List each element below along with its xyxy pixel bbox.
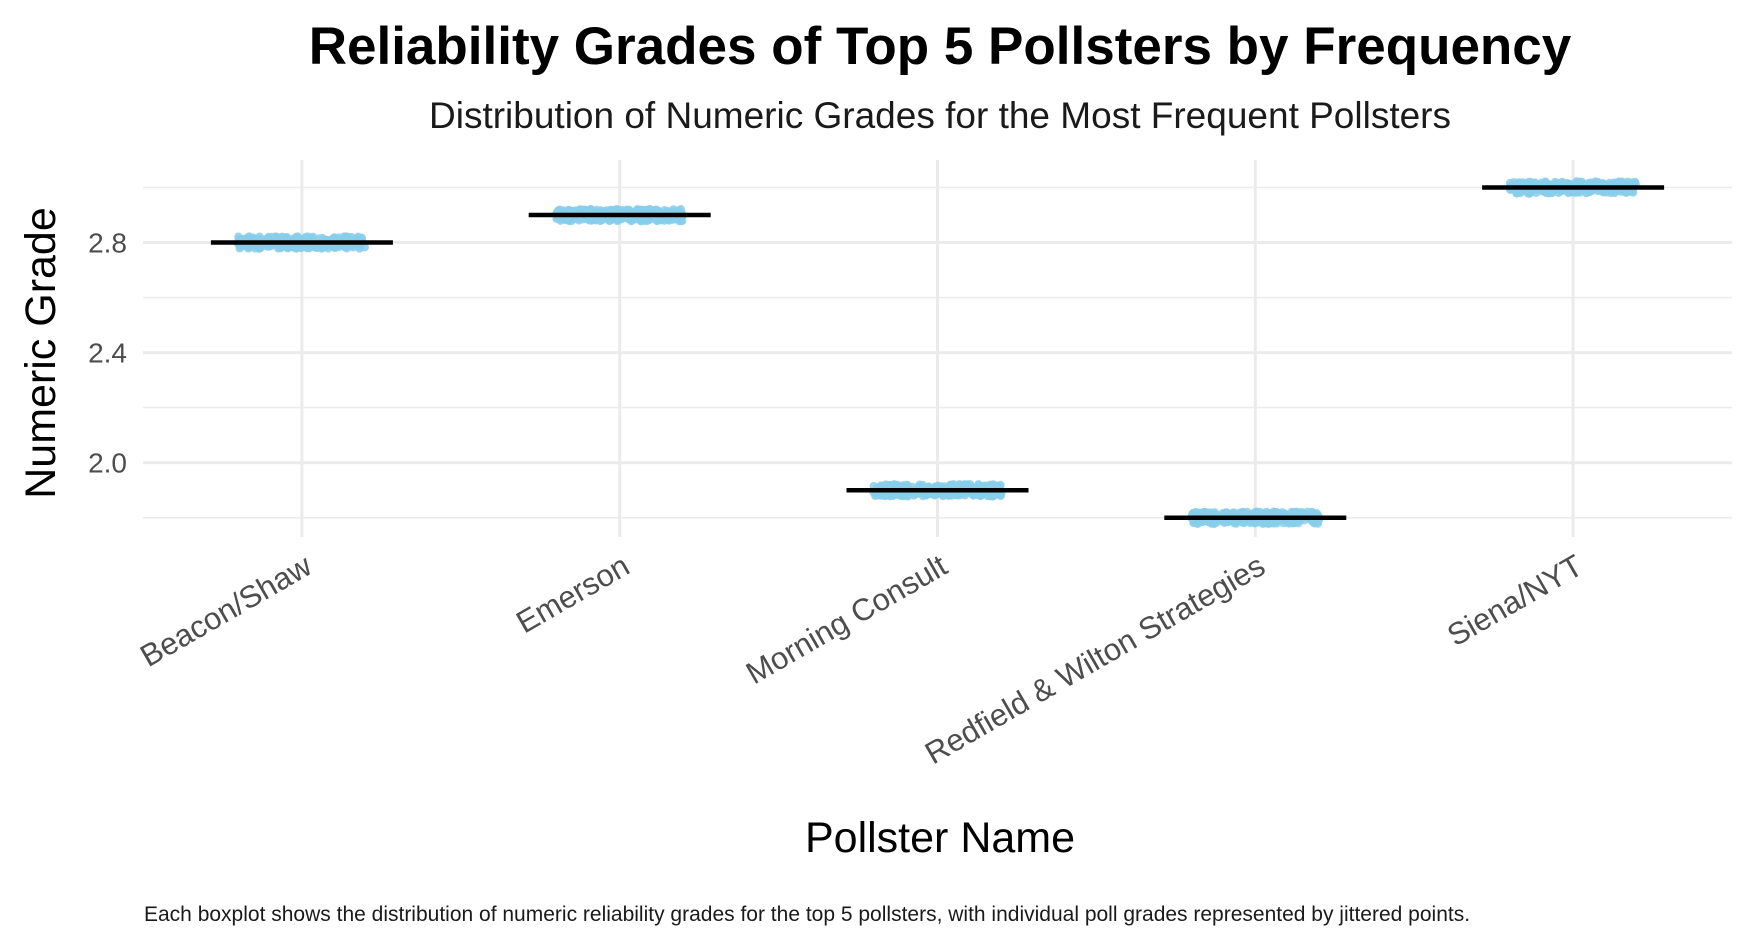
jitter-point bbox=[622, 205, 631, 214]
jitter-point bbox=[627, 215, 636, 224]
jitter-point bbox=[556, 216, 565, 225]
jitter-point bbox=[1237, 508, 1246, 518]
jitter-point bbox=[1272, 508, 1282, 517]
y-tick-label: 2.0 bbox=[88, 448, 127, 479]
jitter-point bbox=[1297, 507, 1306, 517]
jitter-point bbox=[954, 491, 964, 500]
jitter-point bbox=[987, 491, 997, 500]
jitter-point bbox=[1218, 509, 1227, 518]
jitter-point bbox=[357, 233, 367, 242]
jitter-point bbox=[235, 244, 244, 253]
jitter-point bbox=[1513, 187, 1522, 197]
jitter-point bbox=[1188, 508, 1198, 518]
chart-caption: Each boxplot shows the distribution of n… bbox=[144, 903, 1470, 926]
x-tick-label: Redfield & Wilton Strategies bbox=[919, 548, 1271, 771]
jitter-point bbox=[360, 243, 369, 252]
jitter-point bbox=[940, 490, 949, 499]
grid bbox=[143, 160, 1732, 537]
jitter-point bbox=[591, 216, 601, 225]
chart-subtitle: Distribution of Numeric Grades for the M… bbox=[429, 95, 1451, 136]
jitter-point bbox=[1541, 177, 1550, 186]
jitter-point bbox=[571, 206, 580, 215]
chart-title: Reliability Grades of Top 5 Pollsters by… bbox=[309, 17, 1572, 76]
y-axis-ticks: 2.0 2.4 2.8 bbox=[88, 228, 127, 479]
y-axis-title: Numeric Grade bbox=[17, 207, 65, 499]
x-axis-title: Pollster Name bbox=[805, 814, 1075, 862]
jitter-point bbox=[955, 480, 964, 489]
x-tick-label: Emerson bbox=[510, 548, 635, 640]
point-cluster bbox=[1505, 177, 1640, 198]
median-lines bbox=[210, 185, 1665, 520]
jitter-point bbox=[636, 216, 646, 226]
jitter-point bbox=[1252, 518, 1262, 527]
jitter-point bbox=[1531, 188, 1541, 197]
x-tick-label: Siena/NYT bbox=[1441, 548, 1588, 653]
jitter-point bbox=[1199, 508, 1208, 517]
jitter-point bbox=[613, 215, 622, 225]
jitter-point bbox=[877, 490, 886, 500]
jitter-point bbox=[975, 491, 985, 500]
y-tick-label: 2.4 bbox=[88, 338, 127, 369]
x-axis-ticks: Beacon/Shaw Emerson Morning ConsultRedfiel… bbox=[134, 547, 1588, 771]
x-tick-label: Morning Consult bbox=[740, 548, 953, 691]
jitter-point bbox=[1509, 178, 1519, 187]
jitter-point bbox=[643, 216, 652, 226]
jitter-point bbox=[881, 480, 890, 489]
x-tick-label: Beacon/Shaw bbox=[134, 547, 318, 673]
jitter-point bbox=[1262, 518, 1271, 527]
y-tick-label: 2.8 bbox=[88, 228, 127, 259]
jitter-point bbox=[888, 491, 898, 501]
jitter-point bbox=[341, 232, 350, 242]
